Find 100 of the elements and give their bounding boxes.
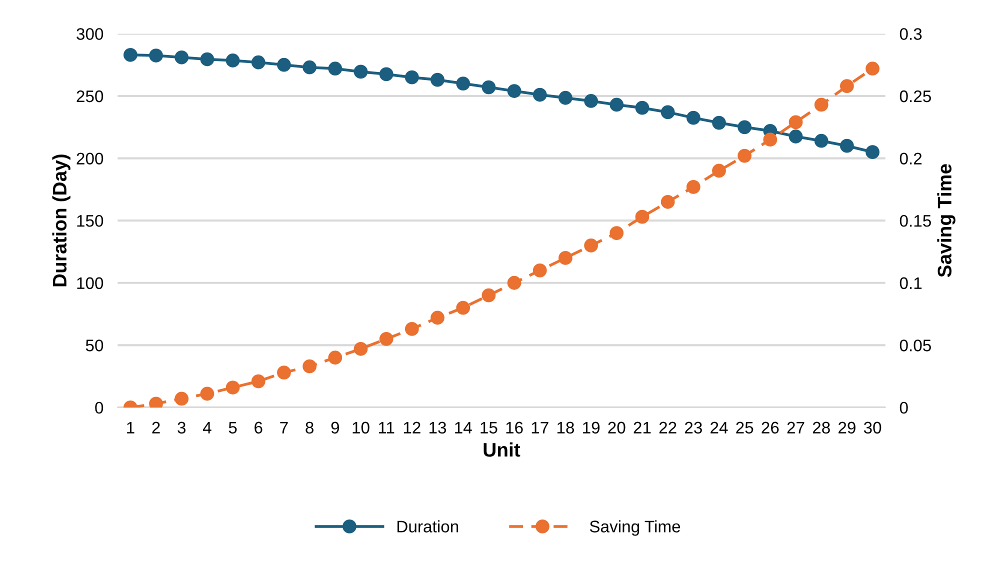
point <box>866 62 880 76</box>
point <box>686 110 700 125</box>
x-tick-label: 16 <box>506 422 523 434</box>
y2-tick-label: 0.05 <box>900 340 931 352</box>
y2-axis-title: Saving Time <box>937 164 956 278</box>
point <box>302 60 317 74</box>
x-tick-label: 6 <box>254 422 262 434</box>
x-tick-label: 3 <box>178 422 186 434</box>
point <box>558 251 572 265</box>
point <box>482 80 496 94</box>
y2-tick-label: 0.25 <box>900 90 931 102</box>
y2-tick-label: 0.3 <box>900 28 922 40</box>
x-tick-label: 24 <box>710 422 728 434</box>
x-tick-label: 8 <box>306 422 314 434</box>
point <box>712 164 726 178</box>
point <box>404 322 419 336</box>
point <box>610 98 624 112</box>
x-tick-label: 13 <box>430 422 446 434</box>
point <box>610 226 624 240</box>
point <box>123 48 138 62</box>
x-tick-label: 26 <box>762 422 779 434</box>
x-tick-label: 5 <box>228 422 237 434</box>
point <box>840 138 854 153</box>
point <box>328 350 342 365</box>
point <box>200 52 214 66</box>
x-tick-label: 4 <box>202 422 212 434</box>
y-axis-title: Duration (Day) <box>52 154 70 286</box>
x-tick-label: 11 <box>378 422 394 434</box>
point <box>738 148 752 163</box>
point <box>532 88 547 102</box>
x-tick-label: 23 <box>684 422 702 434</box>
point <box>430 310 444 325</box>
x-tick-label: 12 <box>404 422 420 434</box>
point <box>354 64 368 79</box>
x-tick-label: 25 <box>736 422 754 434</box>
point <box>635 100 650 115</box>
x-tick-label: 29 <box>838 422 856 434</box>
point <box>226 380 240 394</box>
point <box>532 263 547 278</box>
legend-label: Duration <box>398 520 458 532</box>
point <box>328 62 342 76</box>
y-tick-label: 150 <box>77 214 104 227</box>
y2-tick-label: 0.1 <box>900 277 922 290</box>
x-tick-label: 22 <box>659 422 676 434</box>
point <box>507 276 522 290</box>
y-tick-label: 50 <box>86 340 104 352</box>
point <box>635 210 650 224</box>
point <box>251 374 266 388</box>
y-tick-label: 300 <box>76 28 104 40</box>
point <box>456 300 470 315</box>
point <box>277 366 291 380</box>
x-tick-label: 18 <box>557 422 574 434</box>
y2-tick-label: 0.15 <box>900 214 931 227</box>
point <box>763 132 778 147</box>
point <box>788 130 803 144</box>
legend-label: Saving Time <box>590 520 680 536</box>
point <box>660 194 675 209</box>
x-tick-label: 27 <box>787 422 804 434</box>
point <box>226 54 240 68</box>
x-tick-label: 9 <box>331 422 340 434</box>
point <box>277 58 291 72</box>
point <box>558 90 572 105</box>
point <box>379 67 394 82</box>
x-tick-label: 19 <box>583 422 600 434</box>
point <box>200 386 214 401</box>
x-axis-title: Unit <box>484 442 520 457</box>
point <box>507 84 522 98</box>
x-tick-label: 21 <box>634 422 651 434</box>
x-tick-label: 30 <box>864 422 882 434</box>
point <box>712 116 726 130</box>
x-tick-label: 1 <box>127 422 134 434</box>
x-tick-label: 7 <box>280 422 288 434</box>
point <box>814 98 828 112</box>
point <box>149 48 163 62</box>
point <box>840 79 854 93</box>
y-tick-label: 250 <box>76 90 104 102</box>
point <box>788 115 803 130</box>
point <box>430 72 444 87</box>
point <box>456 76 470 90</box>
point <box>866 145 880 160</box>
point <box>404 70 419 84</box>
y-tick-label: 0 <box>95 402 104 414</box>
point <box>584 94 598 108</box>
y2-tick-label: 0.2 <box>900 152 922 164</box>
point <box>482 288 496 302</box>
point <box>584 238 598 252</box>
point <box>174 50 189 64</box>
point <box>174 392 189 406</box>
x-tick-label: 17 <box>532 422 548 434</box>
point <box>379 332 394 346</box>
point <box>814 134 828 148</box>
x-tick-label: 20 <box>608 422 626 434</box>
point <box>738 120 752 134</box>
x-tick-label: 2 <box>152 422 160 434</box>
x-tick-label: 10 <box>352 422 370 434</box>
y-tick-label: 200 <box>76 152 104 164</box>
x-tick-label: 28 <box>812 422 830 434</box>
y-tick-label: 100 <box>77 277 104 290</box>
y2-tick-label: 0 <box>900 402 908 414</box>
point <box>660 105 675 120</box>
